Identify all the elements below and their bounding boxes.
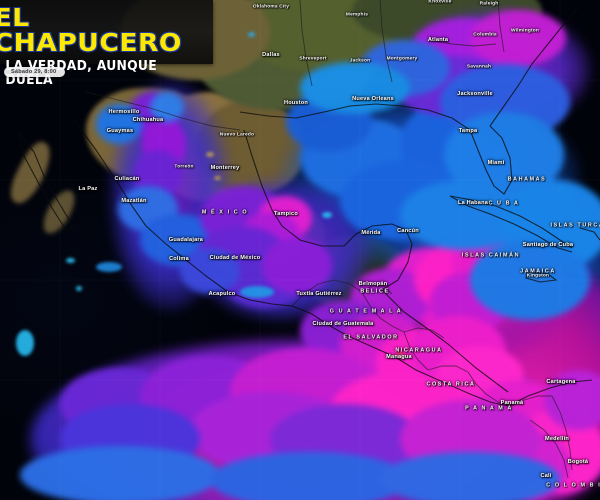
channel-watermark: EL CHAPUCERO LA VERDAD, AUNQUE DUELA <box>0 0 213 88</box>
country-label-islas-turcas: ISLAS TURCAS <box>550 222 600 229</box>
city-label-houston: Houston <box>283 100 309 107</box>
city-label-medell-n: Medellín <box>545 436 569 443</box>
city-label-la-paz: La Paz <box>78 186 98 193</box>
city-label-tampa: Tampa <box>458 128 478 135</box>
country-label-g-u-a-t-e-m-a-l-a: G U A T E M A L A <box>329 308 403 315</box>
country-label-bahamas: BAHAMAS <box>507 176 547 183</box>
city-label-belmop-n: Belmopán <box>358 281 388 288</box>
country-label-m-x-i-c-o: M É X I C O <box>201 209 249 216</box>
city-label-oklahoma-city: Oklahoma City <box>252 4 290 10</box>
city-label-bogot: Bogotá <box>567 459 589 466</box>
city-label-acapulco: Acapulco <box>208 291 236 298</box>
city-label-managua: Managua <box>386 354 412 361</box>
city-label-montgomery: Montgomery <box>386 56 418 62</box>
city-label-guadalajara: Guadalajara <box>168 237 204 244</box>
city-label-columbia: Columbia <box>473 32 497 38</box>
city-label-guaymas: Guaymas <box>106 128 134 135</box>
country-label-c-u-b-a: C U B A <box>488 200 520 207</box>
city-label-nueva-orleans: Nueva Orleans <box>352 96 394 103</box>
city-label-nuevo-laredo: Nuevo Laredo <box>219 132 255 138</box>
city-label-raleigh: Raleigh <box>479 1 499 7</box>
city-label-mazatl-n: Mazatlán <box>121 198 147 205</box>
watermark-title: EL CHAPUCERO <box>0 3 182 57</box>
city-label-culiac-n: Culiacán <box>114 176 140 183</box>
country-label-islas-caim-n: ISLAS CAIMÁN <box>461 252 521 259</box>
city-label-wilmington: Wilmington <box>510 28 540 34</box>
city-label-colima: Colima <box>169 256 189 263</box>
city-label-tampico: Tampico <box>274 211 298 218</box>
country-label-nicaragua: NICARAGUA <box>395 347 443 354</box>
forecast-timestamp-badge: Sábado 29, 8:00 <box>4 67 66 77</box>
city-label-shreveport: Shreveport <box>299 56 327 62</box>
city-label-cartagena: Cartagena <box>546 379 576 386</box>
country-label-costa-rica: COSTA RICA <box>426 381 476 388</box>
city-label-panam: Panamá <box>500 400 524 407</box>
city-label-santiago-de-cuba: Santiago de Cuba <box>522 242 574 249</box>
city-label-ciudad-de-guatemala: Ciudad de Guatemala <box>312 321 374 328</box>
country-label-c-o-l-o-m-b-i-a: C O L O M B I A <box>546 482 600 489</box>
city-label-cali: Cali <box>540 473 552 480</box>
city-label-ciudad-de-m-xico: Ciudad de México <box>209 255 261 262</box>
city-label-kingston: Kingston <box>526 273 550 279</box>
city-label-monterrey: Monterrey <box>210 165 240 172</box>
city-label-dallas: Dallas <box>262 52 280 59</box>
city-label-jackson: Jackson <box>349 58 371 64</box>
city-label-torre-n: Torreón <box>174 164 194 170</box>
country-label-p-a-n-a-m: P A N A M Á <box>465 405 513 412</box>
city-label-chihuahua: Chihuahua <box>132 117 164 124</box>
city-label-memphis: Memphis <box>345 12 369 18</box>
city-label-tuxtla-guti-rrez: Tuxtla Gutiérrez <box>296 291 342 298</box>
city-label-hermosillo: Hermosillo <box>108 109 140 116</box>
country-label-el-salvador: EL SALVADOR <box>343 334 399 341</box>
city-label-la-habana: La Habana <box>457 200 489 207</box>
city-label-canc-n: Cancún <box>397 228 419 235</box>
city-label-m-rida: Mérida <box>361 230 381 237</box>
city-label-knoxville: Knoxville <box>428 0 452 5</box>
country-label-belice: BELICE <box>360 288 390 295</box>
city-label-savannah: Savannah <box>466 64 492 70</box>
country-label-jamaica: JAMAICA <box>520 268 556 275</box>
city-label-jacksonville: Jacksonville <box>457 91 493 98</box>
city-label-atlanta: Atlanta <box>427 37 449 44</box>
city-label-miami: Miami <box>487 160 505 167</box>
